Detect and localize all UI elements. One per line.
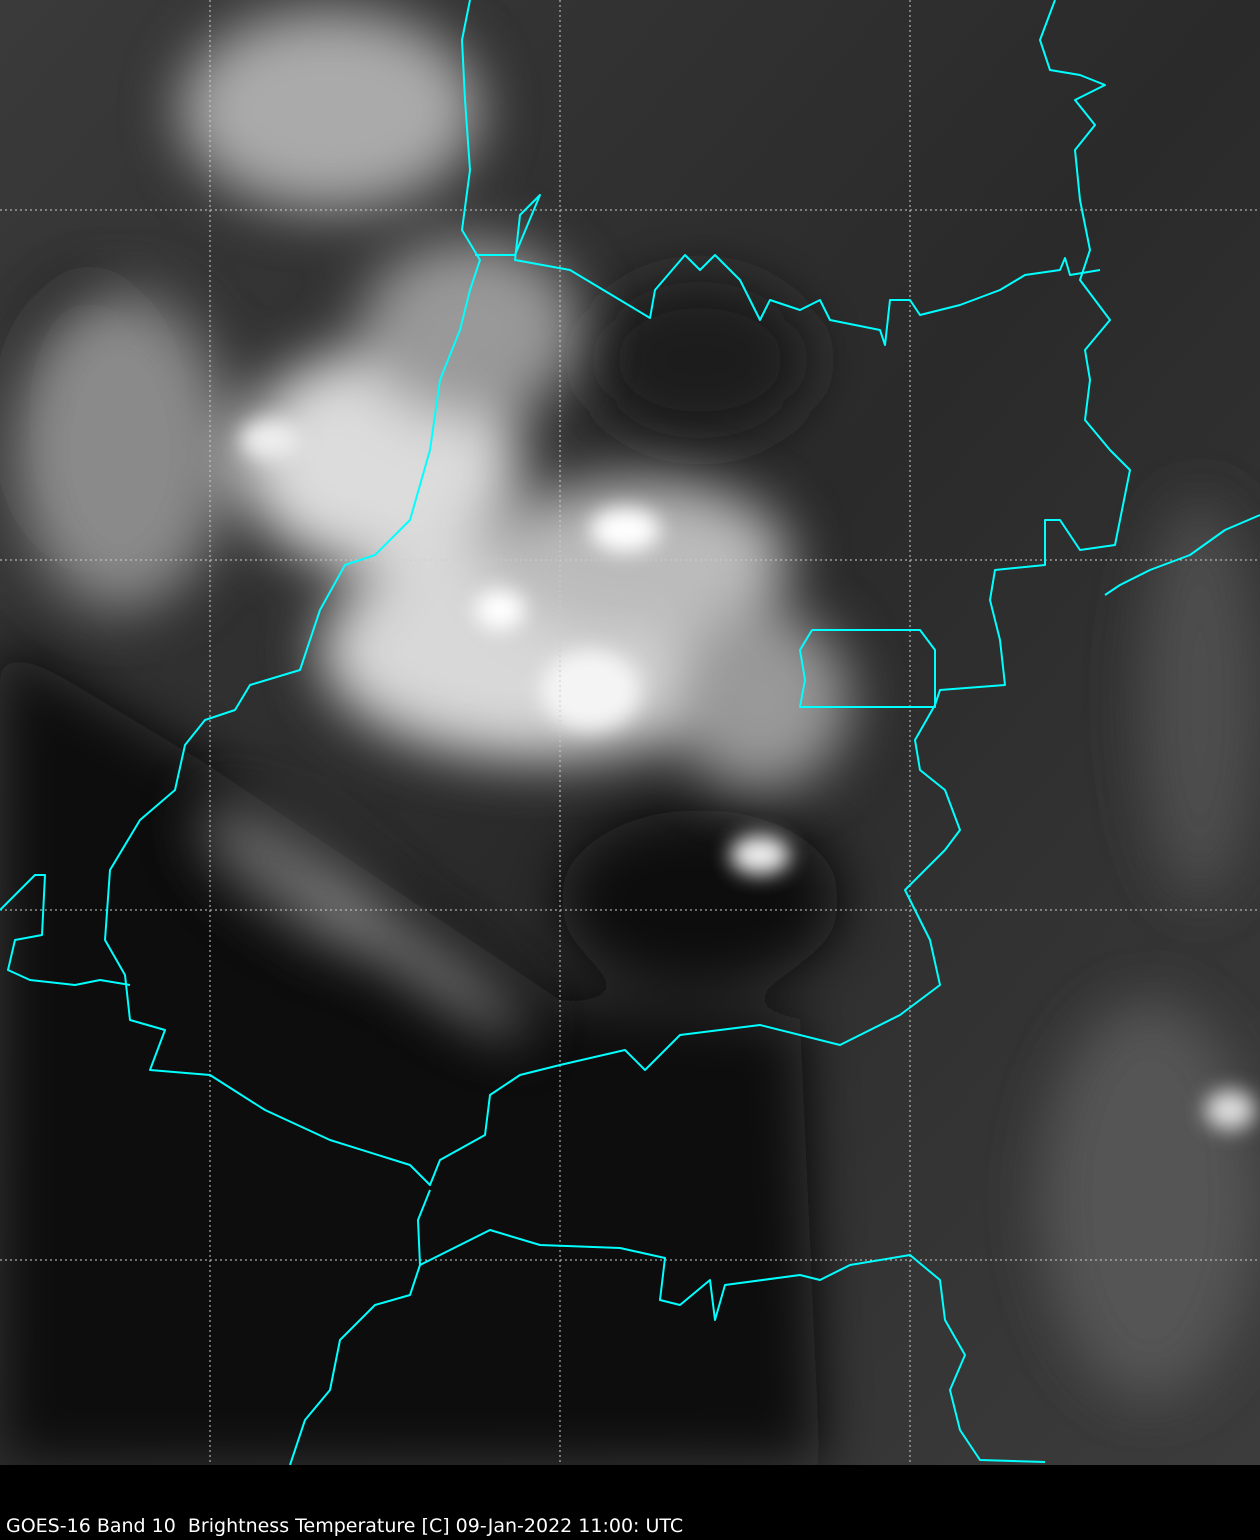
image-caption: GOES-16 Band 10 Brightness Temperature [… — [6, 1515, 684, 1537]
graticule — [0, 0, 1260, 1465]
border-line — [475, 194, 1101, 346]
border-line — [0, 874, 131, 986]
border-line — [104, 0, 1131, 1186]
border-line — [419, 1229, 1046, 1463]
bright-convective-cores — [240, 420, 1255, 1130]
political-borders — [0, 0, 1260, 1465]
border-line — [289, 1189, 431, 1465]
border-line — [799, 629, 936, 708]
border-line — [1104, 514, 1260, 596]
satellite-image — [0, 0, 1260, 1465]
cloud-mass — [10, 10, 850, 1037]
